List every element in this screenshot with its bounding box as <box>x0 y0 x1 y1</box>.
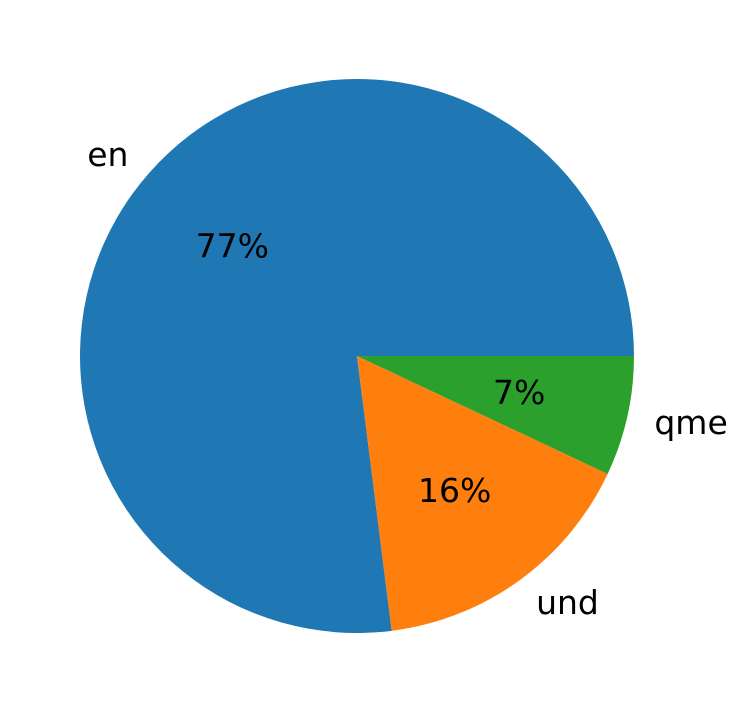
slice-label-und: und <box>536 583 599 622</box>
slice-label-en: en <box>87 135 128 174</box>
pie-slice-qme <box>357 356 634 474</box>
slice-percent-qme: 7% <box>493 373 545 412</box>
slice-percent-und: 16% <box>418 471 491 510</box>
slice-percent-en: 77% <box>196 227 269 266</box>
pie-slice-en <box>80 79 635 634</box>
pie-labels: en 77% und 16% qme 7% <box>87 135 728 622</box>
pie-slice-und <box>357 356 608 631</box>
pie-slices <box>80 79 635 634</box>
slice-label-qme: qme <box>654 403 727 442</box>
